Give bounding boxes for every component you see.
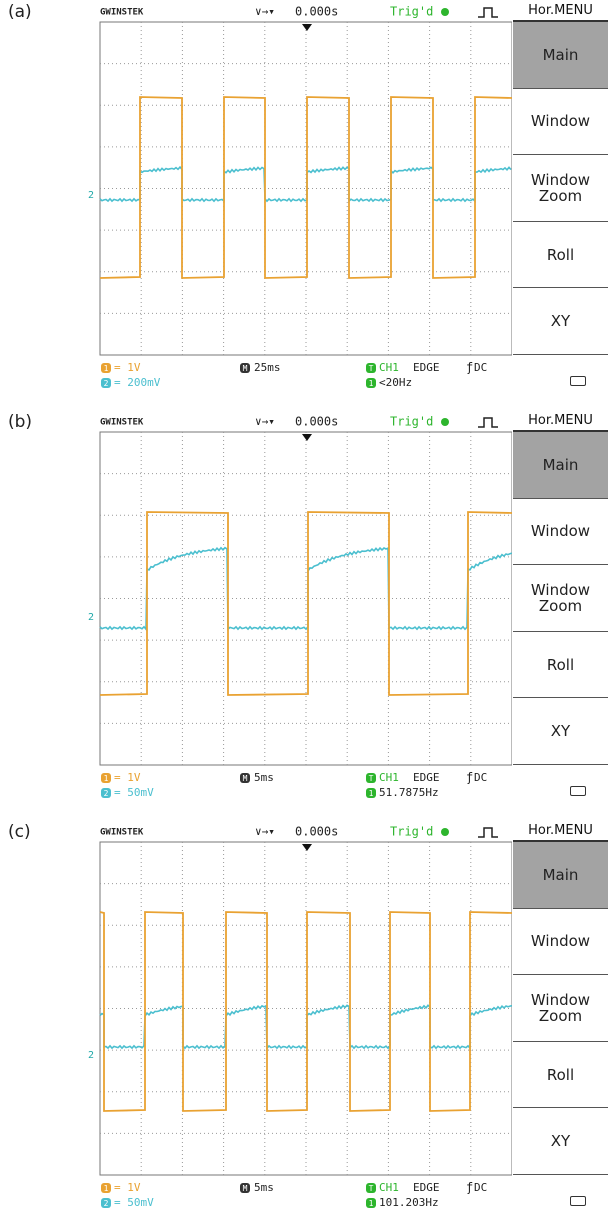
- screen-frame: [100, 22, 512, 355]
- menu-item[interactable]: Window: [513, 89, 608, 156]
- ch1-badge: 1: [104, 1184, 109, 1193]
- menu-item[interactable]: XY: [513, 288, 608, 355]
- scope-panel: GWINSTEK ∨→▾ 0.000s Trig'd 2 1 = 1V 2 = 50mV M 5ms…: [0, 410, 608, 820]
- menu-item[interactable]: Roll: [513, 1042, 608, 1109]
- ch2-scale: = 50mV: [114, 786, 154, 799]
- trigger-type: EDGE: [413, 771, 440, 784]
- trigger-status: Trig'd: [390, 825, 433, 839]
- panel-label: (c): [8, 822, 31, 842]
- menu-item[interactable]: XY: [513, 1108, 608, 1175]
- brand: GWINSTEK: [100, 418, 144, 428]
- trigger-position: 0.000s: [295, 825, 338, 839]
- trigger-badge: T: [369, 364, 374, 373]
- menu-item[interactable]: Main: [513, 842, 608, 909]
- coupling-symbol: ƒ: [466, 771, 473, 785]
- freq-badge: 1: [369, 379, 374, 388]
- menu-item[interactable]: XY: [513, 698, 608, 765]
- frequency: <20Hz: [379, 376, 412, 389]
- ch1-scale: = 1V: [114, 1181, 141, 1194]
- time-badge: M: [243, 364, 248, 373]
- freq-badge: 1: [369, 789, 374, 798]
- ch2-badge: 2: [104, 379, 109, 388]
- trigger-type: EDGE: [413, 1181, 440, 1194]
- trigger-position: 0.000s: [295, 415, 338, 429]
- pulse-icon: [478, 8, 498, 17]
- ch2-badge: 2: [104, 789, 109, 798]
- time-badge: M: [243, 774, 248, 783]
- trigger-coupling: DC: [474, 361, 487, 374]
- trigger-type: EDGE: [413, 361, 440, 374]
- scope-panel: GWINSTEK ∨→▾ 0.000s Trig'd 2 1 = 1V 2 = 50mV M 5ms…: [0, 820, 608, 1230]
- coupling-symbol: ƒ: [466, 361, 473, 375]
- trigger-dot: [441, 418, 449, 426]
- ch2-scale: = 50mV: [114, 1196, 154, 1209]
- trigger-dot: [441, 828, 449, 836]
- brand: GWINSTEK: [100, 828, 144, 838]
- pulse-icon: [478, 418, 498, 427]
- scope-screen: GWINSTEK ∨→▾ 0.000s Trig'd 2 1 = 1V 2 = 200mV M 25…: [0, 0, 512, 410]
- menu-item[interactable]: Main: [513, 432, 608, 499]
- menu-title: Hor.MENU: [513, 820, 608, 842]
- coupling-symbol: ƒ: [466, 1181, 473, 1195]
- screen-frame: [100, 842, 512, 1175]
- panel-label: (a): [8, 2, 32, 22]
- usb-icon: [570, 376, 586, 386]
- scope-screen: GWINSTEK ∨→▾ 0.000s Trig'd 2 1 = 1V 2 = 50mV M 5ms…: [0, 410, 512, 820]
- trigger-badge: T: [369, 774, 374, 783]
- trigger-source: CH1: [379, 771, 399, 784]
- frequency: 101.203Hz: [379, 1196, 439, 1209]
- scope-panel: GWINSTEK ∨→▾ 0.000s Trig'd 2 1 = 1V 2 = 200mV M 25…: [0, 0, 608, 410]
- brand: GWINSTEK: [100, 8, 144, 18]
- trigger-status: Trig'd: [390, 415, 433, 429]
- arrows: ∨→▾: [255, 415, 275, 428]
- timebase: 5ms: [254, 771, 274, 784]
- ch2-scale: = 200mV: [114, 376, 161, 389]
- freq-badge: 1: [369, 1199, 374, 1208]
- trigger-badge: T: [369, 1184, 374, 1193]
- usb-icon: [570, 1196, 586, 1206]
- arrows: ∨→▾: [255, 5, 275, 18]
- menu-item[interactable]: Window: [513, 909, 608, 976]
- trigger-position: 0.000s: [295, 5, 338, 19]
- ch1-badge: 1: [104, 774, 109, 783]
- trigger-source: CH1: [379, 361, 399, 374]
- ch1-badge: 1: [104, 364, 109, 373]
- panel-label: (b): [8, 412, 32, 432]
- menu-item[interactable]: Window Zoom: [513, 565, 608, 632]
- ch2-marker: 2: [88, 1050, 94, 1061]
- timebase: 25ms: [254, 361, 281, 374]
- menu-item[interactable]: Roll: [513, 632, 608, 699]
- trigger-dot: [441, 8, 449, 16]
- ch2-marker: 2: [88, 612, 94, 623]
- page: {"panels": [ {"label": "(a)", "brand": "…: [0, 0, 608, 1231]
- trigger-status: Trig'd: [390, 5, 433, 19]
- pulse-icon: [478, 828, 498, 837]
- ch2-badge: 2: [104, 1199, 109, 1208]
- time-badge: M: [243, 1184, 248, 1193]
- menu-title: Hor.MENU: [513, 0, 608, 22]
- menu-item[interactable]: Window Zoom: [513, 155, 608, 222]
- scope-screen: GWINSTEK ∨→▾ 0.000s Trig'd 2 1 = 1V 2 = 50mV M 5ms…: [0, 820, 512, 1230]
- frequency: 51.7875Hz: [379, 786, 439, 799]
- ch1-scale: = 1V: [114, 361, 141, 374]
- ch2-marker: 2: [88, 190, 94, 201]
- arrows: ∨→▾: [255, 825, 275, 838]
- menu-item[interactable]: Roll: [513, 222, 608, 289]
- trigger-coupling: DC: [474, 771, 487, 784]
- trigger-coupling: DC: [474, 1181, 487, 1194]
- menu-item[interactable]: Window Zoom: [513, 975, 608, 1042]
- usb-icon: [570, 786, 586, 796]
- menu-item[interactable]: Window: [513, 499, 608, 566]
- menu-title: Hor.MENU: [513, 410, 608, 432]
- menu-item[interactable]: Main: [513, 22, 608, 89]
- timebase: 5ms: [254, 1181, 274, 1194]
- ch1-scale: = 1V: [114, 771, 141, 784]
- screen-frame: [100, 432, 512, 765]
- trigger-source: CH1: [379, 1181, 399, 1194]
